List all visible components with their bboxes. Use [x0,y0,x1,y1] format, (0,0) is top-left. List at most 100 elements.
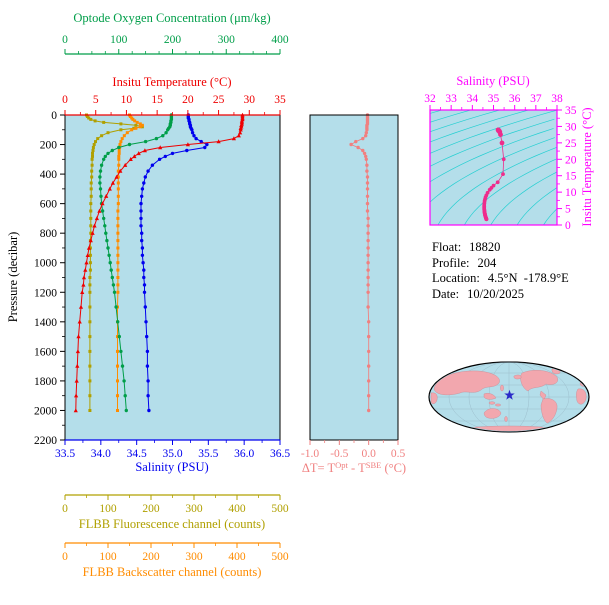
svg-text:35: 35 [565,105,577,117]
svg-text:5: 5 [565,204,571,216]
svg-text:0: 0 [62,34,68,46]
profile-value: 204 [477,255,497,270]
density-contours [430,110,557,225]
svg-text:15: 15 [565,171,577,183]
svg-text:-1.0: -1.0 [301,448,319,460]
svg-text:25: 25 [213,94,225,106]
date-label: Date: [432,286,460,301]
fluorescence-axis-title: FLBB Fluorescence channel (counts) [79,517,265,531]
fluorescence-axis: 0 100 200 300 400 500 [62,494,289,515]
float-id-line: Float: 18820 [432,240,569,256]
svg-text:0.0: 0.0 [361,448,376,460]
svg-text:0.5: 0.5 [391,448,406,460]
date-line: Date: 10/20/2025 [432,287,569,303]
svg-text:0: 0 [51,110,57,122]
svg-text:600: 600 [40,199,58,211]
svg-text:0: 0 [62,551,68,563]
svg-text:20: 20 [182,94,194,106]
svg-text:36: 36 [509,93,521,105]
delta-t-axis-title: ΔT= TOpt - TSBE (°C) [302,460,406,475]
location-star-icon [504,389,515,400]
svg-text:36.5: 36.5 [270,448,290,460]
svg-text:400: 400 [40,169,58,181]
svg-text:200: 200 [40,140,58,152]
svg-text:33.5: 33.5 [55,448,75,460]
svg-text:0: 0 [62,503,68,515]
ts-axes: 32 33 34 35 36 37 38 0 5 10 15 20 25 30 35 [424,93,577,232]
svg-text:0: 0 [62,94,68,106]
svg-text:35: 35 [488,93,500,105]
svg-text:100: 100 [99,503,117,515]
svg-text:10: 10 [565,187,577,199]
svg-text:35.0: 35.0 [162,448,182,460]
svg-text:2200: 2200 [34,435,57,447]
backscatter-axis-title: FLBB Backscatter channel (counts) [83,565,262,579]
svg-text:0: 0 [565,220,571,232]
temperature-axis-title: Insitu Temperature (°C) [112,75,231,89]
svg-text:35: 35 [274,94,286,106]
profile-plot: 0200400600800100012001400160018002000220… [34,34,290,563]
svg-text:5: 5 [93,94,99,106]
delta-t-axis: -1.0 -0.5 0.0 0.5 [301,440,406,460]
profile-line: Profile: 204 [432,256,569,272]
world-map [428,361,590,433]
ts-diagram: 32 33 34 35 36 37 38 0 5 10 15 20 25 30 35 [424,93,577,232]
svg-text:2000: 2000 [34,405,57,417]
svg-text:30: 30 [565,121,577,133]
svg-text:100: 100 [110,34,128,46]
svg-text:15: 15 [151,94,163,106]
ts-temperature-axis-title: Insitu Temperature (°C) [580,107,594,226]
svg-text:300: 300 [185,503,203,515]
float-label: Float: [432,240,462,254]
ts-salinity-axis-title: Salinity (PSU) [456,74,529,88]
location-label: Location: [432,271,480,285]
oxygen-series [98,113,174,413]
svg-text:34.0: 34.0 [91,448,111,460]
svg-text:500: 500 [271,551,289,563]
date-value: 10/20/2025 [467,286,525,301]
float-info: Float: 18820 Profile: 204 Location: 4.5°N -… [432,240,569,302]
profile-label: Profile: [432,255,470,270]
delta-t-plot: -1.0 -0.5 0.0 0.5 [301,113,406,460]
svg-text:500: 500 [271,503,289,515]
svg-text:300: 300 [218,34,236,46]
location-line: Location: 4.5°N -178.9°E [432,271,569,287]
svg-text:37: 37 [530,93,542,105]
temperature-axis: 0 5 10 15 20 25 30 35 [62,94,286,115]
svg-text:25: 25 [565,138,577,150]
ts-points [482,127,506,222]
svg-text:34.5: 34.5 [127,448,147,460]
float-value: 18820 [469,240,501,254]
svg-text:-0.5: -0.5 [330,448,348,460]
svg-text:38: 38 [551,93,563,105]
salinity-axis: 33.5 34.0 34.5 35.0 35.5 36.0 36.5 [55,440,290,460]
svg-text:400: 400 [228,551,246,563]
svg-text:34: 34 [467,93,479,105]
svg-text:36.0: 36.0 [234,448,254,460]
svg-text:200: 200 [164,34,182,46]
svg-text:200: 200 [142,503,160,515]
temperature-series [73,112,245,413]
pressure-axis: 0 200 400 600 800 1000 1200 1400 1600 1800 2000 220… [34,110,65,447]
svg-text:1400: 1400 [34,317,57,329]
backscatter-series [116,113,144,412]
svg-text:30: 30 [244,94,256,106]
svg-text:10: 10 [121,94,133,106]
svg-text:1800: 1800 [34,376,57,388]
svg-text:400: 400 [228,503,246,515]
svg-text:1000: 1000 [34,258,57,270]
backscatter-axis: 0 100 200 300 400 500 [62,542,289,563]
pressure-axis-title: Pressure (decibar) [6,232,20,323]
svg-text:300: 300 [185,551,203,563]
svg-text:200: 200 [142,551,160,563]
salinity-series [139,113,209,413]
svg-text:20: 20 [565,154,577,166]
location-value: 4.5°N -178.9°E [487,271,569,285]
delta-t-points [349,113,371,413]
svg-text:1200: 1200 [34,287,57,299]
oxygen-axis-title: Optode Oxygen Concentration (μm/kg) [73,11,270,25]
svg-text:33: 33 [445,93,457,105]
svg-text:400: 400 [271,34,289,46]
